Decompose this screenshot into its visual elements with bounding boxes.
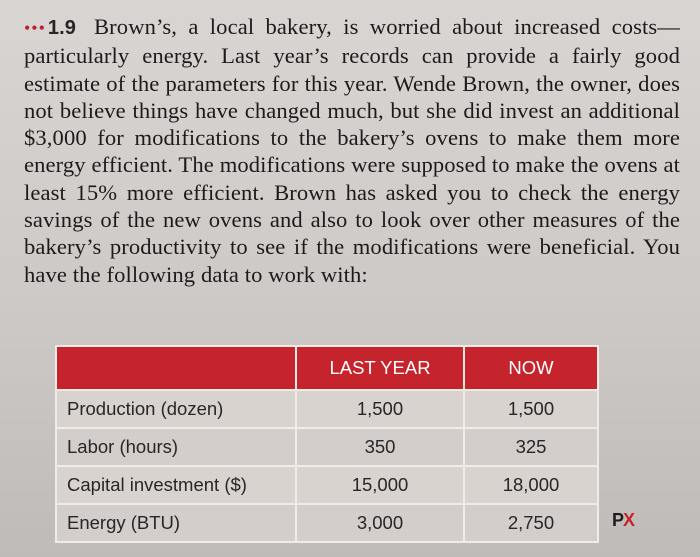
header-blank	[56, 346, 296, 390]
table-row: Production (dozen) 1,500 1,500	[56, 389, 598, 428]
table-row: Capital investment ($) 15,000 18,000	[56, 465, 598, 504]
cell-last-year: 15,000	[295, 465, 464, 504]
problem-text: Brown’s, a local bakery, is worried abou…	[24, 14, 680, 287]
header-last-year: LAST YEAR	[295, 346, 464, 390]
problem-number: 1.9	[47, 17, 77, 39]
header-now: NOW	[463, 346, 598, 390]
px-logo-icon: PX	[612, 510, 635, 530]
table-row: Labor (hours) 350 325	[56, 427, 598, 466]
data-table: LAST YEAR NOW Production (dozen) 1,500 1…	[55, 345, 599, 543]
cell-now: 325	[463, 427, 598, 466]
cell-now: 18,000	[463, 465, 598, 504]
row-label: Capital investment ($)	[56, 465, 296, 504]
problem-paragraph: ••• 1.9 Brown’s, a local bakery, is worrie…	[24, 13, 680, 288]
row-label: Labor (hours)	[56, 427, 296, 466]
table-header-row: LAST YEAR NOW	[56, 346, 598, 390]
difficulty-dots: •••	[24, 18, 46, 38]
cell-last-year: 3,000	[295, 503, 464, 542]
table-row: Energy (BTU) 3,000 2,750	[56, 503, 598, 542]
cell-last-year: 1,500	[295, 389, 464, 428]
cell-now: 1,500	[463, 389, 598, 428]
row-label: Energy (BTU)	[56, 503, 296, 542]
row-label: Production (dozen)	[56, 389, 296, 428]
cell-last-year: 350	[295, 427, 464, 466]
cell-now: 2,750	[463, 503, 598, 542]
